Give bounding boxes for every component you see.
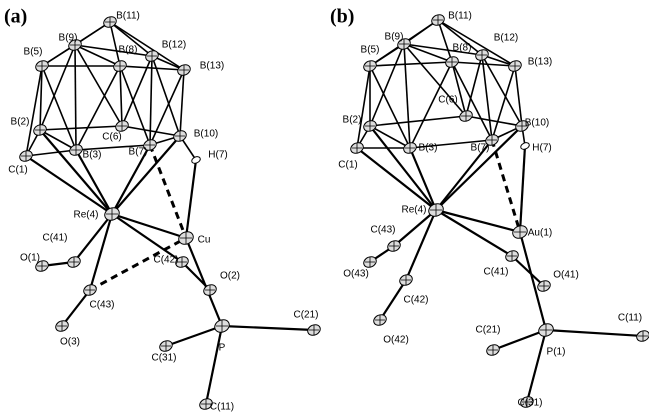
bond <box>370 126 436 210</box>
atom-label: C(6) <box>438 95 457 106</box>
atom-label: B(7) <box>129 147 148 158</box>
atom-label: O(1) <box>20 253 40 264</box>
atom-label: C(21) <box>475 325 500 336</box>
bond <box>406 210 436 280</box>
bond <box>186 238 222 326</box>
atom-label: C(42) <box>153 255 178 266</box>
atom-label: P <box>219 343 226 354</box>
atom-label: B(5) <box>361 45 380 56</box>
bond <box>436 210 512 256</box>
atom-label: B(9) <box>385 32 404 43</box>
bond <box>370 62 452 66</box>
atom-label: B(5) <box>24 47 43 58</box>
bond <box>120 66 150 145</box>
atom-label: O(41) <box>553 270 579 281</box>
bond <box>112 214 186 238</box>
bond <box>62 290 90 326</box>
atom-label: H(7) <box>532 143 551 154</box>
atom-label: C(21) <box>293 310 318 321</box>
bond <box>370 116 466 126</box>
bond <box>40 130 76 150</box>
atom <box>520 141 531 150</box>
bond <box>26 150 76 156</box>
bond <box>120 66 122 126</box>
bond <box>152 56 180 136</box>
bond <box>380 280 406 320</box>
atom-label: Au(1) <box>528 228 552 239</box>
atom-label: B(2) <box>343 115 362 126</box>
bond <box>492 66 515 140</box>
bond <box>74 214 112 262</box>
atom-label: C(11) <box>210 402 234 413</box>
atom-label: C(6) <box>102 132 121 143</box>
bond <box>166 326 222 346</box>
atom-label: C(43) <box>370 225 395 236</box>
atom-label: C(42) <box>403 295 428 306</box>
bond <box>40 45 75 130</box>
atom-label: C(1) <box>8 165 27 176</box>
atom-label: B(13) <box>200 61 224 72</box>
bond <box>186 160 196 238</box>
atom-label: B(8) <box>453 43 472 54</box>
atom-label: B(7) <box>471 143 490 154</box>
atom-label: B(3) <box>83 150 102 161</box>
dashed-bond <box>150 145 186 238</box>
bond <box>436 210 520 232</box>
bond <box>452 62 492 140</box>
bond <box>222 326 314 330</box>
atom-label: Re(4) <box>73 210 98 221</box>
bond <box>75 45 76 150</box>
atom-label: C(43) <box>89 300 114 311</box>
bond <box>40 126 122 130</box>
atom-label: C(41) <box>42 233 67 244</box>
atom-label: C(1) <box>338 160 357 171</box>
atom-label: B(12) <box>162 40 186 51</box>
bond <box>546 330 643 336</box>
atom-label: B(3) <box>419 143 438 154</box>
atom-label: P(1) <box>547 347 566 358</box>
bond <box>370 44 404 126</box>
atom-label: B(11) <box>116 11 140 22</box>
bond <box>493 330 546 350</box>
atom-label: B(13) <box>528 57 552 68</box>
atom-label: B(8) <box>119 45 138 56</box>
bond <box>466 116 522 126</box>
figure: (a) (b) B(11)B(9)B(8)B(12)B(5)B(13)C(6)B… <box>0 0 649 416</box>
atom-label: B(11) <box>448 11 472 22</box>
panel-label: (a) <box>4 6 27 28</box>
atom-label: C(41) <box>483 267 508 278</box>
atom-label: Cu <box>198 235 211 246</box>
panel-label: (b) <box>330 6 354 28</box>
bond <box>436 126 522 210</box>
bond <box>482 55 492 140</box>
atom-label: C(31) <box>151 353 176 364</box>
atom-label: B(10) <box>525 118 549 129</box>
atom-label: O(2) <box>220 271 240 282</box>
bond <box>75 45 122 126</box>
atom <box>191 155 202 164</box>
atom-label: B(10) <box>194 129 218 140</box>
dashed-bond <box>492 140 520 232</box>
atom-label: O(42) <box>383 335 409 346</box>
atom-label: C(11) <box>618 313 642 324</box>
bond <box>90 214 112 290</box>
bond <box>527 330 546 402</box>
atom-label: B(2) <box>11 117 30 128</box>
atom-label: B(12) <box>494 33 518 44</box>
bond <box>404 44 410 148</box>
atom-label: O(3) <box>60 337 80 348</box>
atom-label: O(43) <box>343 269 369 280</box>
bond <box>206 326 222 404</box>
atom-label: C(31) <box>517 398 542 409</box>
bond <box>180 70 184 136</box>
atom-label: Re(4) <box>401 205 426 216</box>
atom-label: B(9) <box>59 33 78 44</box>
bond <box>520 146 525 232</box>
atom-label: H(7) <box>208 150 227 161</box>
